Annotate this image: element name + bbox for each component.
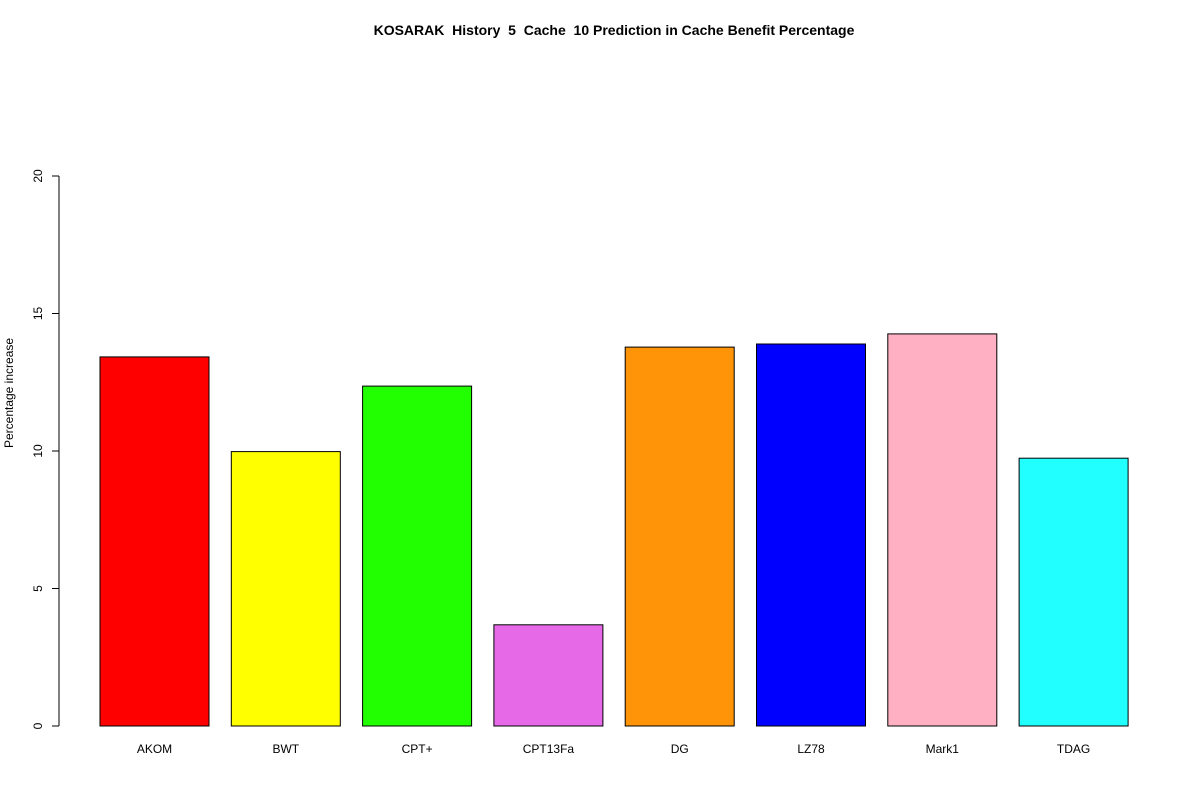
bar-bwt bbox=[230, 451, 341, 727]
y-axis-label: Percentage increase bbox=[2, 338, 16, 448]
bar-akom bbox=[99, 356, 210, 727]
y-axis: 0 5 10 15 20 bbox=[31, 169, 60, 729]
y-tick-label: 5 bbox=[31, 585, 45, 592]
category-label: TDAG bbox=[1057, 742, 1090, 756]
y-tick-label: 0 bbox=[31, 722, 45, 729]
category-label: LZ78 bbox=[797, 742, 825, 756]
bar-lz78 bbox=[756, 343, 866, 727]
category-label: DG bbox=[671, 742, 689, 756]
y-tick-label: 20 bbox=[31, 169, 45, 183]
y-tick-label: 15 bbox=[31, 307, 45, 321]
category-label: CPT13Fa bbox=[523, 742, 575, 756]
category-label: BWT bbox=[272, 742, 299, 756]
chart-title: KOSARAK History 5 Cache 10 Prediction in… bbox=[374, 22, 855, 38]
bar-dg bbox=[624, 346, 735, 727]
category-label: CPT+ bbox=[402, 742, 433, 756]
bar-cpt- bbox=[362, 385, 473, 727]
bars-group bbox=[99, 333, 1129, 727]
y-tick-label: 10 bbox=[31, 444, 45, 458]
bar-cpt13fa bbox=[493, 624, 604, 727]
category-label: AKOM bbox=[137, 742, 172, 756]
x-axis-labels: AKOM BWT CPT+ CPT13Fa DG LZ78 Mark1 TDAG bbox=[137, 742, 1090, 756]
bar-mark1 bbox=[887, 333, 998, 727]
category-label: Mark1 bbox=[926, 742, 960, 756]
bar-tdag bbox=[1018, 457, 1129, 727]
